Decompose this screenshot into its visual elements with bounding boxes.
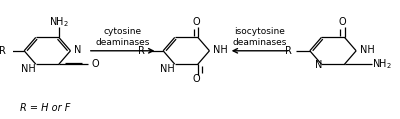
- Text: cytosine: cytosine: [104, 27, 142, 36]
- Text: NH: NH: [213, 45, 228, 55]
- Text: NH: NH: [160, 64, 175, 74]
- Text: N: N: [315, 60, 322, 70]
- Text: NH: NH: [360, 45, 374, 55]
- Text: NH$_2$: NH$_2$: [372, 57, 392, 71]
- Text: deaminases: deaminases: [232, 38, 287, 47]
- Text: O: O: [192, 74, 200, 84]
- Text: O: O: [192, 17, 200, 27]
- Text: R: R: [138, 46, 145, 56]
- Text: O: O: [92, 59, 99, 69]
- Text: R: R: [0, 46, 6, 56]
- Text: N: N: [74, 45, 81, 55]
- Text: NH$_2$: NH$_2$: [49, 15, 69, 29]
- Text: O: O: [339, 17, 346, 27]
- Text: NH: NH: [22, 64, 36, 74]
- Text: isocytosine: isocytosine: [234, 27, 285, 36]
- Text: R: R: [285, 46, 292, 56]
- Text: R = H or F: R = H or F: [20, 103, 71, 113]
- Text: deaminases: deaminases: [96, 38, 150, 47]
